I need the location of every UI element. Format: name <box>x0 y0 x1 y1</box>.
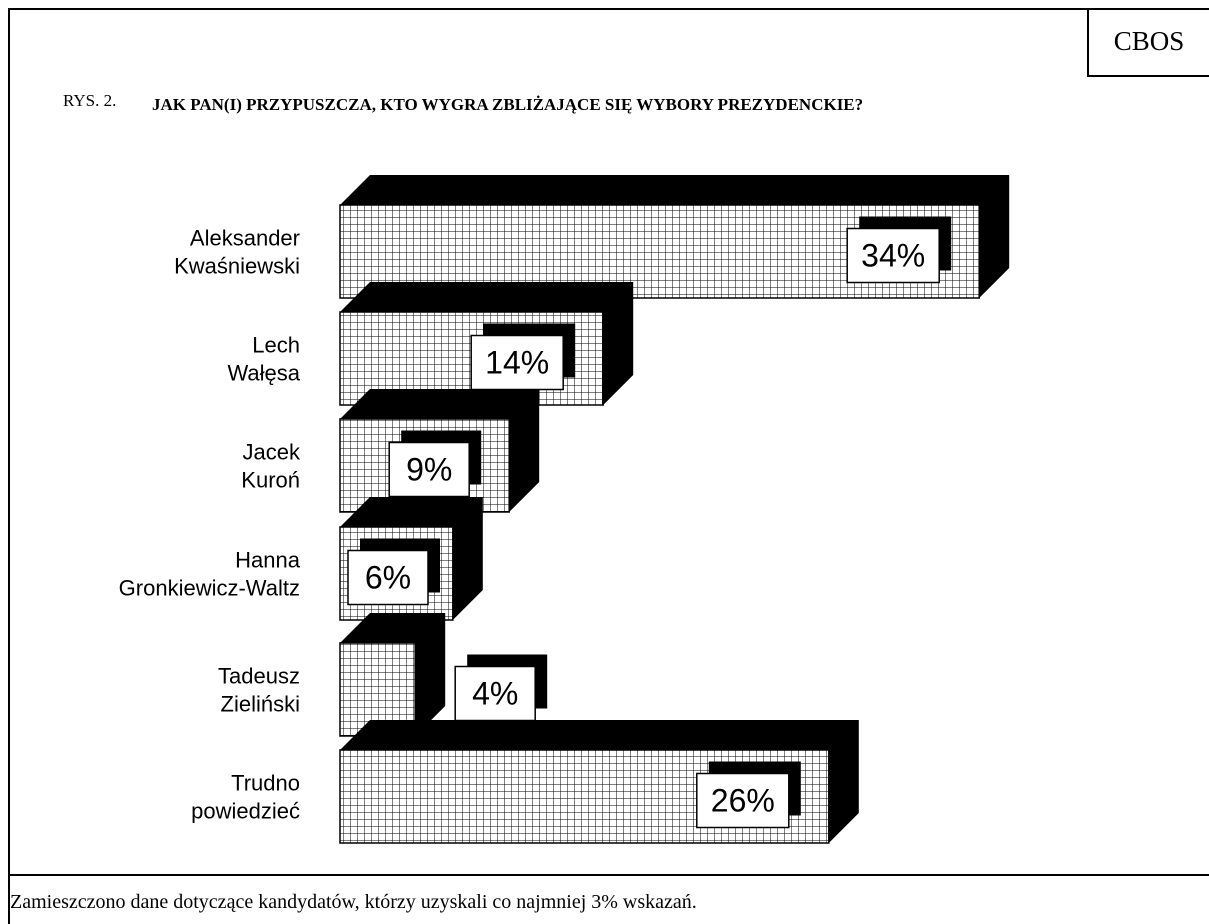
bar-depth <box>340 175 1010 298</box>
value-label-box <box>347 549 429 606</box>
footnote: Zamieszczono dane dotyczące kandydatów, … <box>10 891 697 913</box>
category-label: Hanna <box>235 548 301 573</box>
category-label: Zieliński <box>221 692 300 717</box>
category-label: powiedzieć <box>191 799 300 824</box>
bar-group: 34% Aleksander Kwaśniewski <box>174 175 1010 299</box>
category-label: Aleksander <box>190 226 300 251</box>
category-label: Tadeusz <box>218 664 300 689</box>
bar-group: 9% Jacek Kuroń <box>241 389 540 513</box>
bar-group: 4% Tadeusz Zieliński <box>218 613 548 737</box>
category-label: Trudno <box>231 771 300 796</box>
value-label: 6% <box>365 560 411 596</box>
bar-depth <box>340 389 540 512</box>
bar-depth <box>340 720 859 843</box>
bar-group: 14% Lech Wałęsa <box>227 282 634 406</box>
org-box: CBOS <box>1087 8 1209 77</box>
category-label: Jacek <box>243 440 301 465</box>
bar-depth <box>340 613 446 736</box>
category-label: Kuroń <box>241 468 300 493</box>
value-label-box <box>846 227 940 284</box>
bar-depth <box>340 497 483 620</box>
category-label: Lech <box>252 333 300 358</box>
value-label-box <box>696 772 790 829</box>
category-label: Wałęsa <box>227 361 300 386</box>
figure-number: RYS. 2. <box>63 91 117 110</box>
category-label: Gronkiewicz-Waltz <box>119 576 300 601</box>
footnote-divider <box>8 874 1209 876</box>
bar-group: 6% Hanna Gronkiewicz-Waltz <box>119 497 483 621</box>
value-label: 9% <box>406 452 452 488</box>
figure-frame <box>8 8 1209 924</box>
value-label: 14% <box>485 345 549 381</box>
value-label: 34% <box>861 238 925 274</box>
figure-title: JAK PAN(I) PRZYPUSZCZA, KTO WYGRA ZBLIŻA… <box>152 95 864 114</box>
category-label: Kwaśniewski <box>174 254 300 279</box>
value-label: 26% <box>711 783 775 819</box>
value-label-box <box>388 441 470 498</box>
value-label-box <box>454 665 536 722</box>
value-label: 4% <box>472 676 518 712</box>
bar-group: 26% Trudno powiedzieć <box>191 720 859 844</box>
org-label: CBOS <box>1113 26 1185 56</box>
